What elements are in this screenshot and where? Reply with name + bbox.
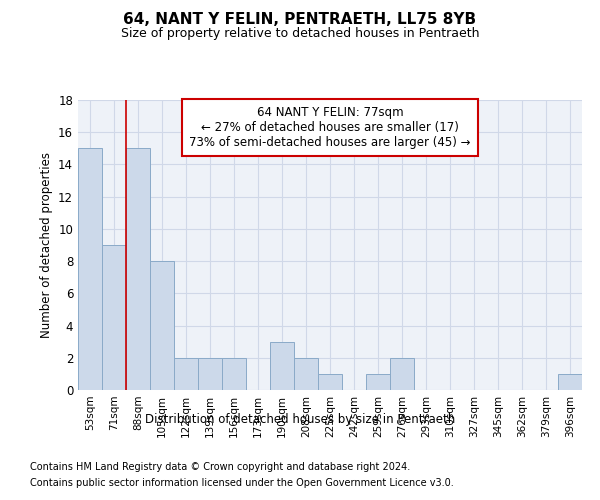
Bar xyxy=(78,148,102,390)
Text: Contains public sector information licensed under the Open Government Licence v3: Contains public sector information licen… xyxy=(30,478,454,488)
Bar xyxy=(294,358,318,390)
Bar xyxy=(222,358,246,390)
Bar xyxy=(390,358,414,390)
Text: Distribution of detached houses by size in Pentraeth: Distribution of detached houses by size … xyxy=(145,412,455,426)
Bar xyxy=(198,358,222,390)
Text: 64, NANT Y FELIN, PENTRAETH, LL75 8YB: 64, NANT Y FELIN, PENTRAETH, LL75 8YB xyxy=(124,12,476,28)
Bar xyxy=(102,245,126,390)
Bar xyxy=(150,261,174,390)
Text: Contains HM Land Registry data © Crown copyright and database right 2024.: Contains HM Land Registry data © Crown c… xyxy=(30,462,410,472)
Bar xyxy=(318,374,342,390)
Bar xyxy=(270,342,294,390)
Bar xyxy=(174,358,198,390)
Bar xyxy=(558,374,582,390)
Text: 64 NANT Y FELIN: 77sqm
← 27% of detached houses are smaller (17)
73% of semi-det: 64 NANT Y FELIN: 77sqm ← 27% of detached… xyxy=(189,106,471,149)
Y-axis label: Number of detached properties: Number of detached properties xyxy=(40,152,53,338)
Bar xyxy=(126,148,150,390)
Text: Size of property relative to detached houses in Pentraeth: Size of property relative to detached ho… xyxy=(121,28,479,40)
Bar xyxy=(366,374,390,390)
